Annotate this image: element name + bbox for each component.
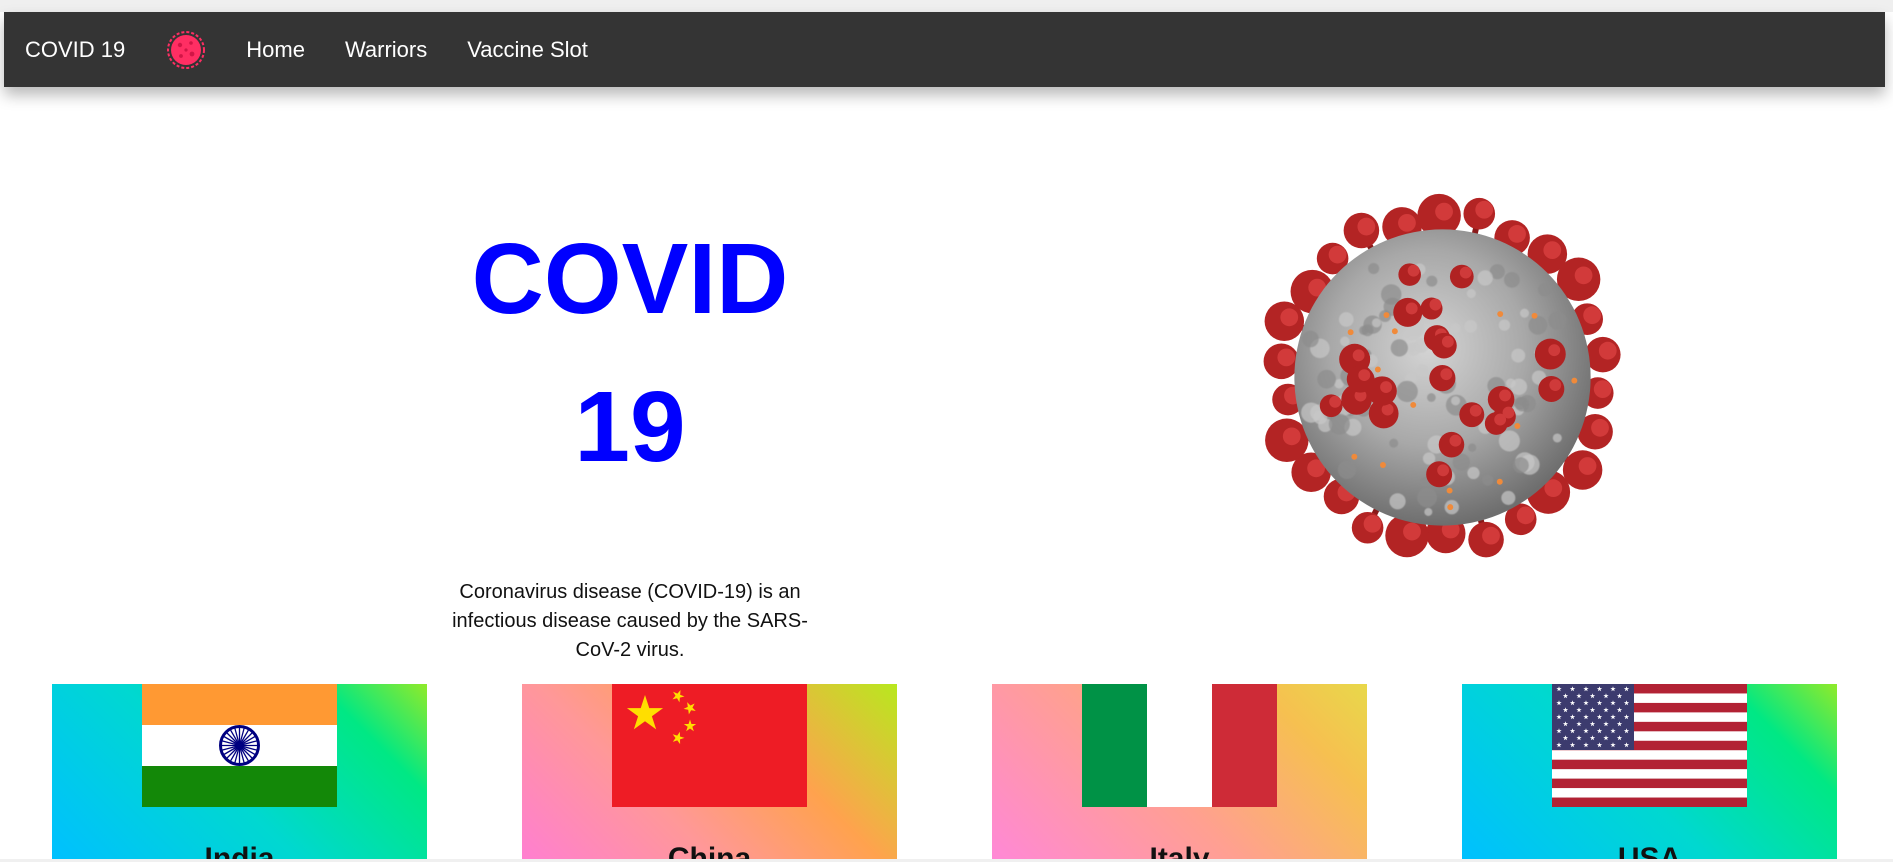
coronavirus-image xyxy=(1263,193,1621,558)
brand-link[interactable]: COVID 19 xyxy=(25,36,126,62)
virus-front-spikes xyxy=(1319,263,1578,511)
country-card-usa[interactable]: USA xyxy=(1462,684,1837,859)
hero-title: COVID 19 xyxy=(400,205,860,501)
covid-virus-icon[interactable] xyxy=(165,29,207,71)
country-name: USA xyxy=(1617,842,1682,859)
italy-flag-icon xyxy=(1082,684,1277,807)
country-name: Italy xyxy=(1149,842,1210,859)
hero-description: Coronavirus disease (COVID-19) is an inf… xyxy=(452,581,808,661)
country-card-italy[interactable]: Italy xyxy=(992,684,1367,859)
country-card-china[interactable]: China xyxy=(522,684,897,859)
nav-home[interactable]: Home xyxy=(246,36,305,62)
country-name: China xyxy=(667,842,752,859)
virus-spikes xyxy=(1263,193,1621,558)
china-flag-icon xyxy=(612,684,807,807)
top-navbar: COVID 19 Home Warriors Vaccine Slot xyxy=(4,12,1885,87)
nav-warriors[interactable]: Warriors xyxy=(344,36,428,62)
country-name: India xyxy=(204,842,275,859)
hero-title-line2: 19 xyxy=(574,371,686,483)
browser-top-strip xyxy=(0,0,1893,12)
nav-vaccine-slot[interactable]: Vaccine Slot xyxy=(467,36,588,62)
country-card-india[interactable]: India xyxy=(52,684,427,859)
india-flag-icon xyxy=(142,684,337,807)
hero-title-line1: COVID xyxy=(471,223,789,335)
page-bottom-edge xyxy=(0,859,1893,862)
usa-flag-icon xyxy=(1552,684,1747,807)
